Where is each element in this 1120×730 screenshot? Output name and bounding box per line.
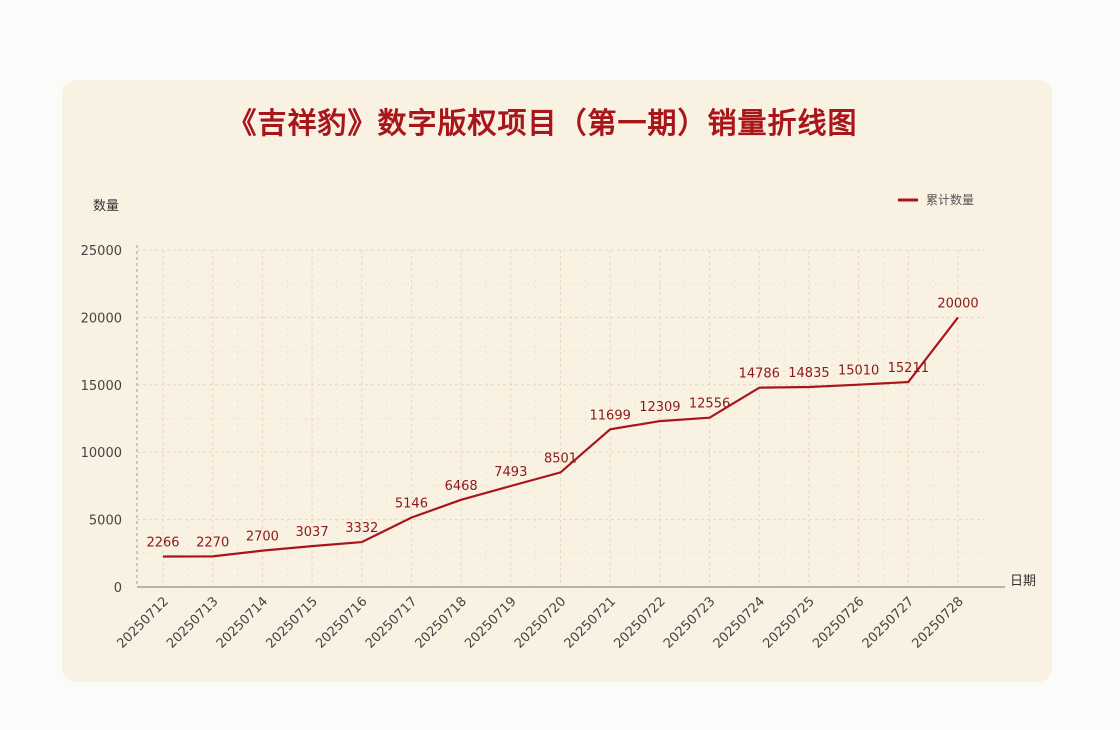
y-tick-label: 5000 (89, 514, 122, 529)
x-tick-label: 20250713 (164, 594, 221, 651)
data-label: 2266 (146, 535, 179, 550)
x-tick-label: 20250714 (214, 594, 271, 651)
legend-label: 累计数量 (926, 192, 974, 207)
data-label: 2270 (196, 535, 229, 550)
data-label: 2700 (246, 530, 279, 545)
data-label: 8501 (544, 451, 577, 466)
x-tick-label: 20250726 (810, 594, 867, 651)
data-label: 20000 (937, 296, 978, 311)
x-tick-label: 20250725 (760, 594, 817, 651)
x-axis-label: 日期 (1010, 574, 1036, 589)
data-label: 6468 (445, 479, 478, 494)
x-tick-label: 20250721 (562, 594, 619, 651)
y-tick-label: 10000 (81, 446, 122, 461)
y-tick-label: 15000 (81, 379, 122, 394)
y-tick-label: 0 (114, 581, 122, 596)
data-label: 14786 (739, 367, 780, 382)
data-label: 11699 (590, 408, 631, 423)
data-label: 12309 (639, 400, 680, 415)
y-tick-label: 25000 (81, 244, 122, 259)
data-label: 7493 (494, 465, 527, 480)
data-label: 15010 (838, 364, 879, 379)
series-line-cumulative (162, 316, 959, 558)
x-tick-label: 20250718 (413, 594, 470, 651)
x-tick-label: 20250724 (711, 594, 768, 651)
y-tick-label: 20000 (81, 311, 122, 326)
data-label: 15211 (888, 361, 929, 376)
axes (136, 245, 1005, 588)
x-tick-label: 20250719 (462, 594, 519, 651)
x-tick-label: 20250728 (909, 594, 966, 651)
x-tick-label: 20250722 (611, 594, 668, 651)
x-tick-label: 20250727 (860, 594, 917, 651)
x-tick-label: 20250723 (661, 594, 718, 651)
data-label: 14835 (788, 366, 829, 381)
x-tick-label: 20250716 (313, 594, 370, 651)
data-label: 3332 (345, 521, 378, 536)
x-tick-label: 20250720 (512, 594, 569, 651)
x-tick-label: 20250712 (114, 594, 171, 651)
chart-card (62, 80, 1052, 682)
x-tick-label: 20250717 (363, 594, 420, 651)
y-tick-labels: 0 5000 10000 15000 20000 25000 (81, 244, 122, 596)
x-tick-label: 20250715 (263, 594, 320, 651)
data-label: 12556 (689, 397, 730, 412)
data-label: 3037 (296, 525, 329, 540)
data-label: 5146 (395, 497, 428, 512)
y-axis-label: 数量 (93, 199, 119, 214)
data-labels: 2266 2270 2700 3037 3332 5146 6468 7493 8501 1169… (146, 296, 978, 550)
chart-title: 《吉祥豹》数字版权项目（第一期）销量折线图 (227, 106, 858, 140)
x-tick-labels: 2025071220250713202507142025071520250716… (114, 594, 966, 651)
